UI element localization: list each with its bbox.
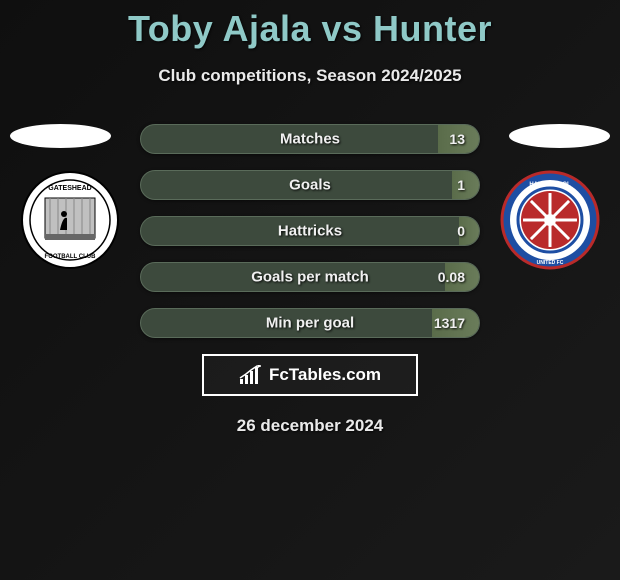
club-logo-right: HARTLEPOOL UNITED FC bbox=[500, 170, 600, 270]
page-title: Toby Ajala vs Hunter bbox=[0, 0, 620, 50]
content-area: GATESHEAD FOOTBALL CLUB HARTLEPOOL UNITE… bbox=[0, 124, 620, 436]
stat-value: 1 bbox=[457, 177, 465, 193]
stat-bars: Matches 13 Goals 1 Hattricks 0 Goals per… bbox=[140, 124, 480, 338]
stat-bar-matches: Matches 13 bbox=[140, 124, 480, 154]
stat-label: Min per goal bbox=[266, 315, 354, 332]
svg-text:UNITED FC: UNITED FC bbox=[537, 260, 564, 266]
subtitle: Club competitions, Season 2024/2025 bbox=[0, 66, 620, 86]
date-text: 26 december 2024 bbox=[0, 416, 620, 436]
stat-label: Hattricks bbox=[278, 223, 342, 240]
stat-value: 0 bbox=[457, 223, 465, 239]
stat-bar-hattricks: Hattricks 0 bbox=[140, 216, 480, 246]
stat-bar-goals: Goals 1 bbox=[140, 170, 480, 200]
player-right-ellipse bbox=[509, 124, 610, 148]
brand-text: FcTables.com bbox=[269, 365, 381, 385]
svg-text:GATESHEAD: GATESHEAD bbox=[48, 185, 91, 192]
stat-value: 13 bbox=[449, 131, 465, 147]
stat-label: Goals per match bbox=[251, 269, 369, 286]
stat-value: 1317 bbox=[434, 315, 465, 331]
stat-fill bbox=[452, 171, 479, 199]
brand-box[interactable]: FcTables.com bbox=[202, 354, 418, 396]
stat-bar-min-per-goal: Min per goal 1317 bbox=[140, 308, 480, 338]
stat-label: Matches bbox=[280, 131, 340, 148]
stat-label: Goals bbox=[289, 177, 331, 194]
player-left-ellipse bbox=[10, 124, 111, 148]
chart-icon bbox=[239, 365, 263, 385]
svg-text:FOOTBALL CLUB: FOOTBALL CLUB bbox=[45, 254, 97, 260]
stat-bar-goals-per-match: Goals per match 0.08 bbox=[140, 262, 480, 292]
club-logo-left: GATESHEAD FOOTBALL CLUB bbox=[20, 170, 120, 270]
stat-value: 0.08 bbox=[438, 269, 465, 285]
